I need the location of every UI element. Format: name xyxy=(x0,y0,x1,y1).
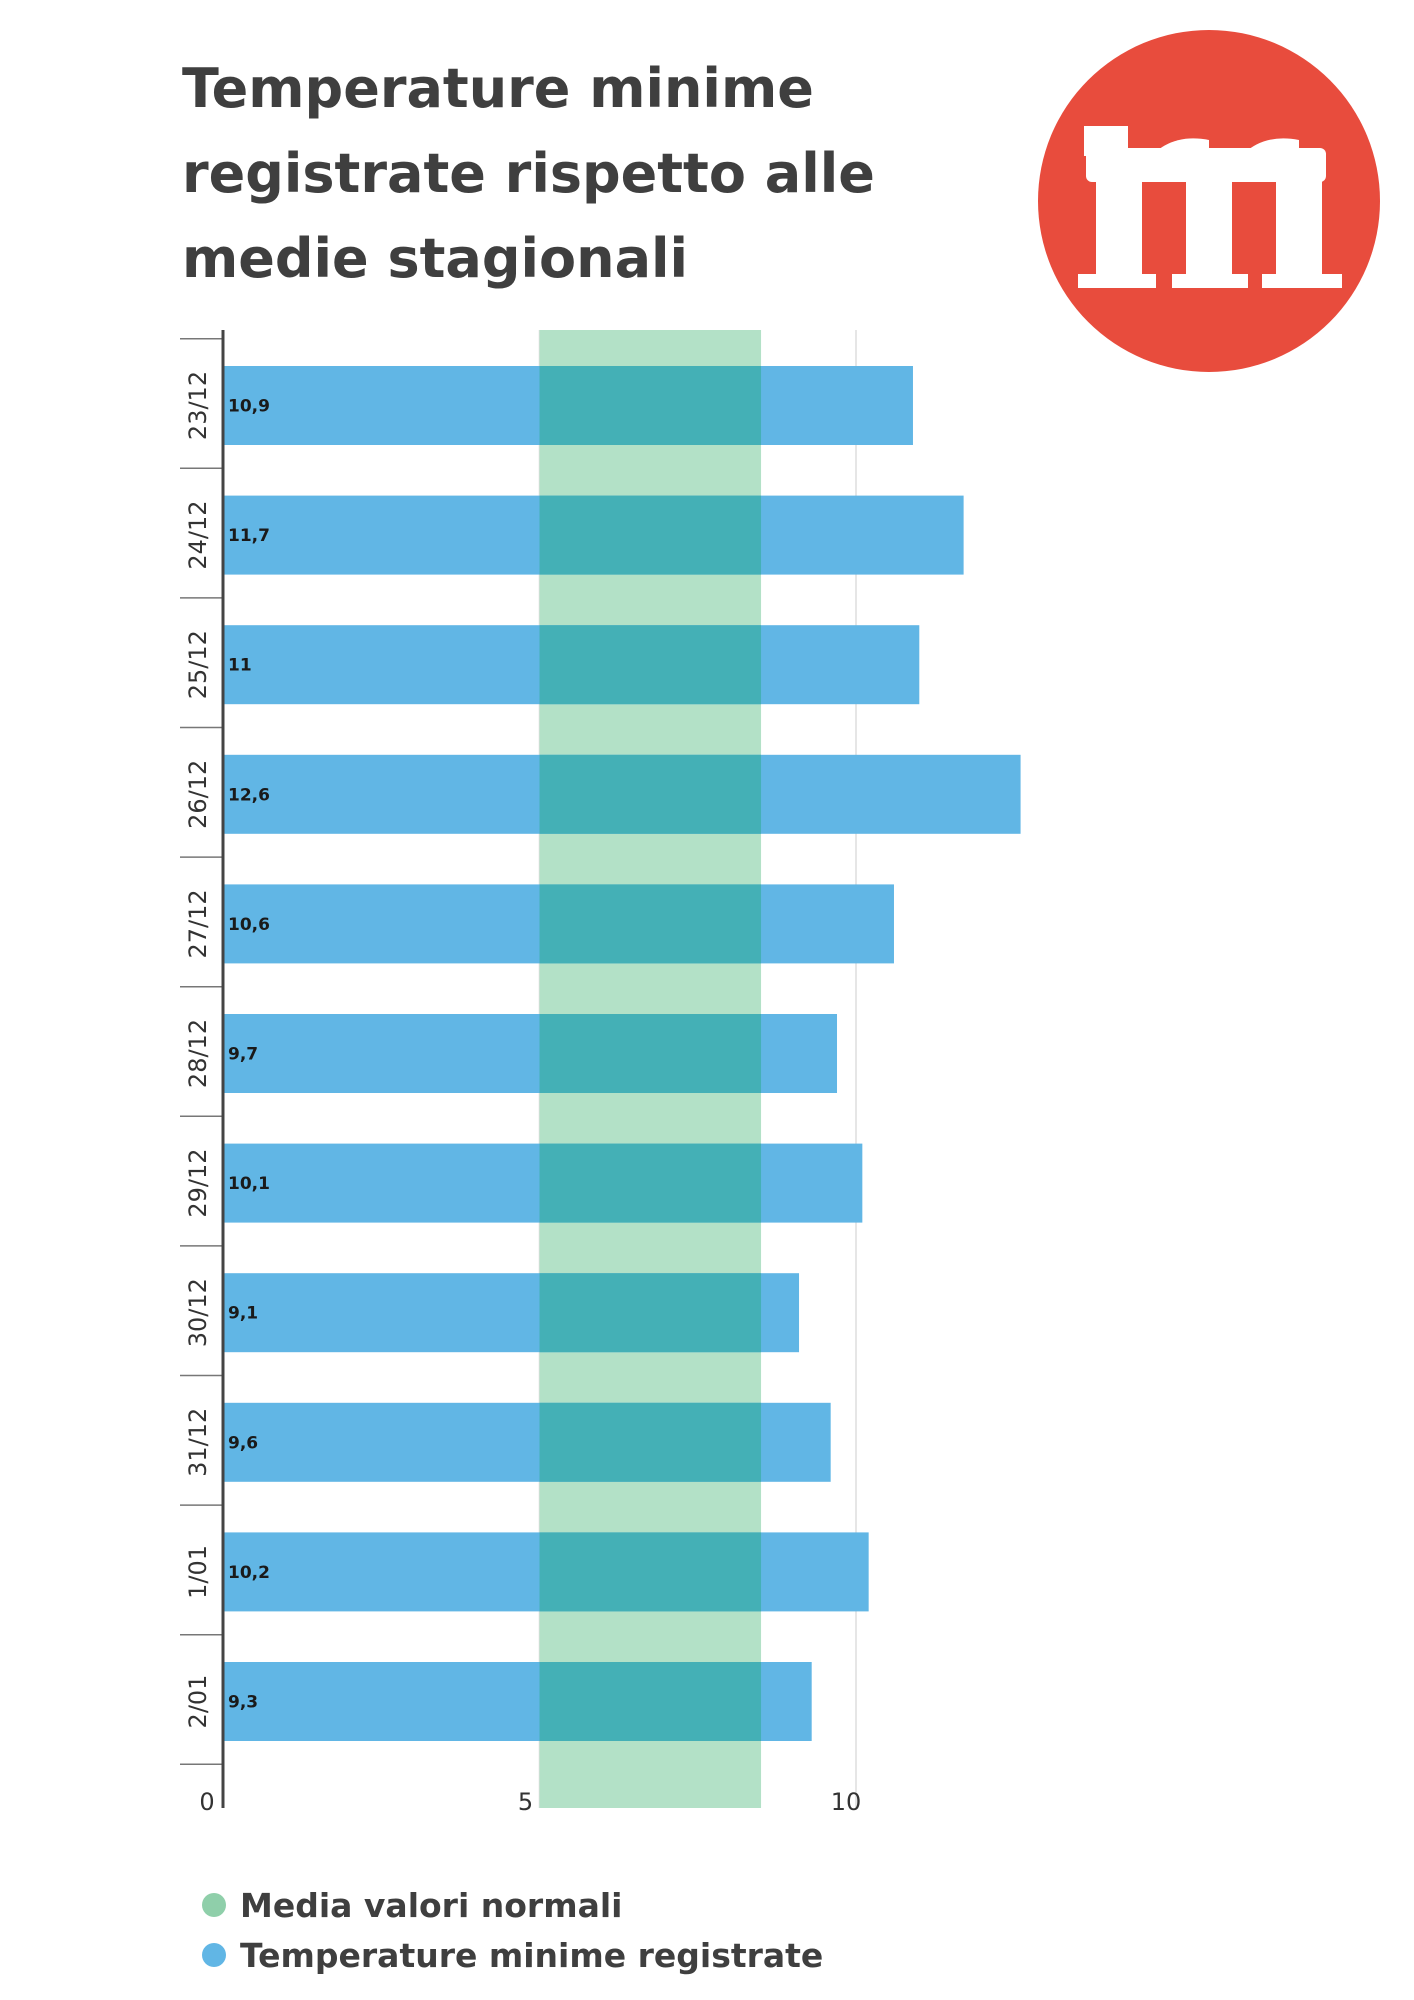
data-label: 11,7 xyxy=(228,526,270,546)
x-tick-label: 0 xyxy=(199,1788,214,1816)
category-tick-label: 31/12 xyxy=(184,1408,212,1477)
logo-m-icon xyxy=(1038,30,1380,372)
legend-swatch xyxy=(202,1893,226,1917)
bar-band-overlap xyxy=(539,1143,762,1223)
bar-chart: 10,9 23/12 11,7 24/12 11 25/12 12,6 26/12 10,6 27… xyxy=(180,330,1021,1816)
category-tick-label: 2/01 xyxy=(184,1675,212,1729)
category-tick-label: 27/12 xyxy=(184,889,212,958)
bar-band-overlap xyxy=(539,1014,762,1093)
bar-band-overlap xyxy=(539,495,762,575)
legend-item-temperature-minime: Temperature minime registrate xyxy=(202,1930,823,1980)
data-label: 9,3 xyxy=(228,1693,258,1713)
data-label: 10,6 xyxy=(228,915,270,935)
bar-band-overlap xyxy=(539,1662,762,1741)
bar-band-overlap xyxy=(539,754,762,834)
bar-band-overlap xyxy=(539,366,762,445)
category-tick-label: 1/01 xyxy=(184,1545,212,1599)
x-tick-label: 10 xyxy=(831,1788,862,1816)
data-label: 10,9 xyxy=(228,397,270,417)
category-tick-label: 24/12 xyxy=(184,501,212,570)
category-tick-label: 28/12 xyxy=(184,1019,212,1088)
legend-swatch xyxy=(202,1943,226,1967)
bar-band-overlap xyxy=(539,884,762,964)
bar-band-overlap xyxy=(539,1273,762,1353)
legend-label: Temperature minime registrate xyxy=(240,1935,824,1975)
category-tick-label: 30/12 xyxy=(184,1278,212,1347)
category-tick-label: 29/12 xyxy=(184,1149,212,1218)
category-tick-label: 26/12 xyxy=(184,760,212,829)
bar-band-overlap xyxy=(539,1532,762,1612)
data-label: 9,1 xyxy=(228,1304,258,1324)
data-label: 12,6 xyxy=(228,785,270,805)
legend-label: Media valori normali xyxy=(240,1885,623,1925)
data-label: 9,6 xyxy=(228,1433,258,1453)
category-tick-label: 23/12 xyxy=(184,371,212,440)
bar-band-overlap xyxy=(539,1402,762,1482)
data-label: 10,2 xyxy=(228,1563,270,1583)
bar-band-overlap xyxy=(539,625,762,705)
chart-title: Temperature minime registrate rispetto a… xyxy=(182,57,875,290)
category-tick-label: 25/12 xyxy=(184,630,212,699)
data-label: 9,7 xyxy=(228,1045,258,1065)
x-tick-label: 5 xyxy=(518,1788,533,1816)
data-label: 10,1 xyxy=(228,1174,270,1194)
data-label: 11 xyxy=(228,656,252,676)
legend-item-media-valori-normali: Media valori normali xyxy=(202,1880,622,1930)
